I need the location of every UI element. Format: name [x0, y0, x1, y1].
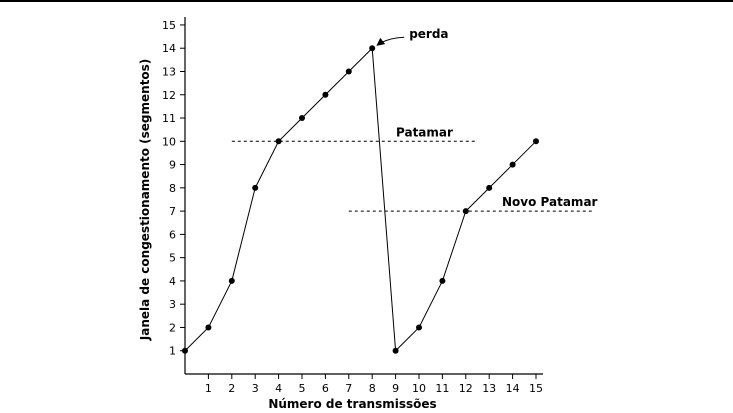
y-axis-title: Janela de congestionamento (segmentos) [138, 59, 152, 342]
x-tick-label: 8 [369, 382, 376, 395]
data-point [416, 324, 422, 331]
data-point [509, 161, 516, 168]
data-point [533, 138, 539, 145]
data-point [322, 91, 329, 98]
x-tick-label: 6 [322, 382, 329, 395]
y-tick-label: 8 [169, 182, 176, 195]
data-point [275, 138, 282, 145]
x-tick-label: 12 [459, 382, 473, 395]
x-tick-label: 1 [205, 382, 212, 395]
x-tick-label: 7 [345, 382, 352, 395]
data-point [299, 115, 305, 122]
x-tick-label: 13 [482, 382, 496, 395]
y-tick-label: 1 [169, 345, 176, 358]
threshold-label-1: Patamar [396, 125, 453, 139]
y-tick-label: 6 [169, 228, 176, 241]
x-tick-label: 9 [392, 382, 399, 395]
data-point [369, 45, 376, 52]
x-tick-label: 2 [228, 382, 235, 395]
x-tick-label: 5 [299, 382, 306, 395]
x-tick-label: 14 [506, 382, 520, 395]
y-tick-label: 13 [162, 65, 176, 78]
data-point [345, 68, 352, 75]
data-point [252, 184, 259, 191]
data-point [462, 208, 469, 215]
y-tick-label: 2 [169, 321, 176, 334]
x-tick-label: 10 [412, 382, 426, 395]
x-tick-label: 3 [252, 382, 259, 395]
threshold-label-2: Novo Patamar [502, 195, 598, 209]
x-tick-label: 15 [529, 382, 543, 395]
y-tick-label: 5 [169, 252, 176, 265]
x-axis-title: Número de transmissões [268, 397, 436, 411]
y-tick-label: 7 [169, 205, 176, 218]
annotations: perda [376, 27, 449, 46]
axes [184, 17, 543, 375]
data-point [439, 277, 446, 284]
data-point [228, 277, 235, 284]
loss-annotation: perda [409, 27, 448, 41]
top-border [0, 0, 733, 2]
y-tick-label: 9 [169, 159, 176, 172]
y-tick-label: 11 [162, 112, 176, 125]
data-point [392, 347, 399, 354]
threshold-lines: Patamar Novo Patamar [231, 125, 598, 212]
data-point [205, 324, 212, 331]
series-group [182, 45, 539, 354]
y-tick-label: 10 [162, 135, 176, 148]
x-tick-label: 11 [435, 382, 449, 395]
y-tick-label: 4 [169, 275, 176, 288]
y-tick-label: 3 [169, 298, 176, 311]
data-point [486, 184, 493, 191]
y-tick-label: 14 [162, 42, 176, 55]
loss-arrow [376, 36, 405, 46]
y-tick-label: 12 [162, 89, 176, 102]
x-tick-label: 4 [275, 382, 282, 395]
y-tick-label: 15 [162, 19, 176, 32]
series-line [184, 47, 537, 352]
data-point [182, 347, 188, 354]
